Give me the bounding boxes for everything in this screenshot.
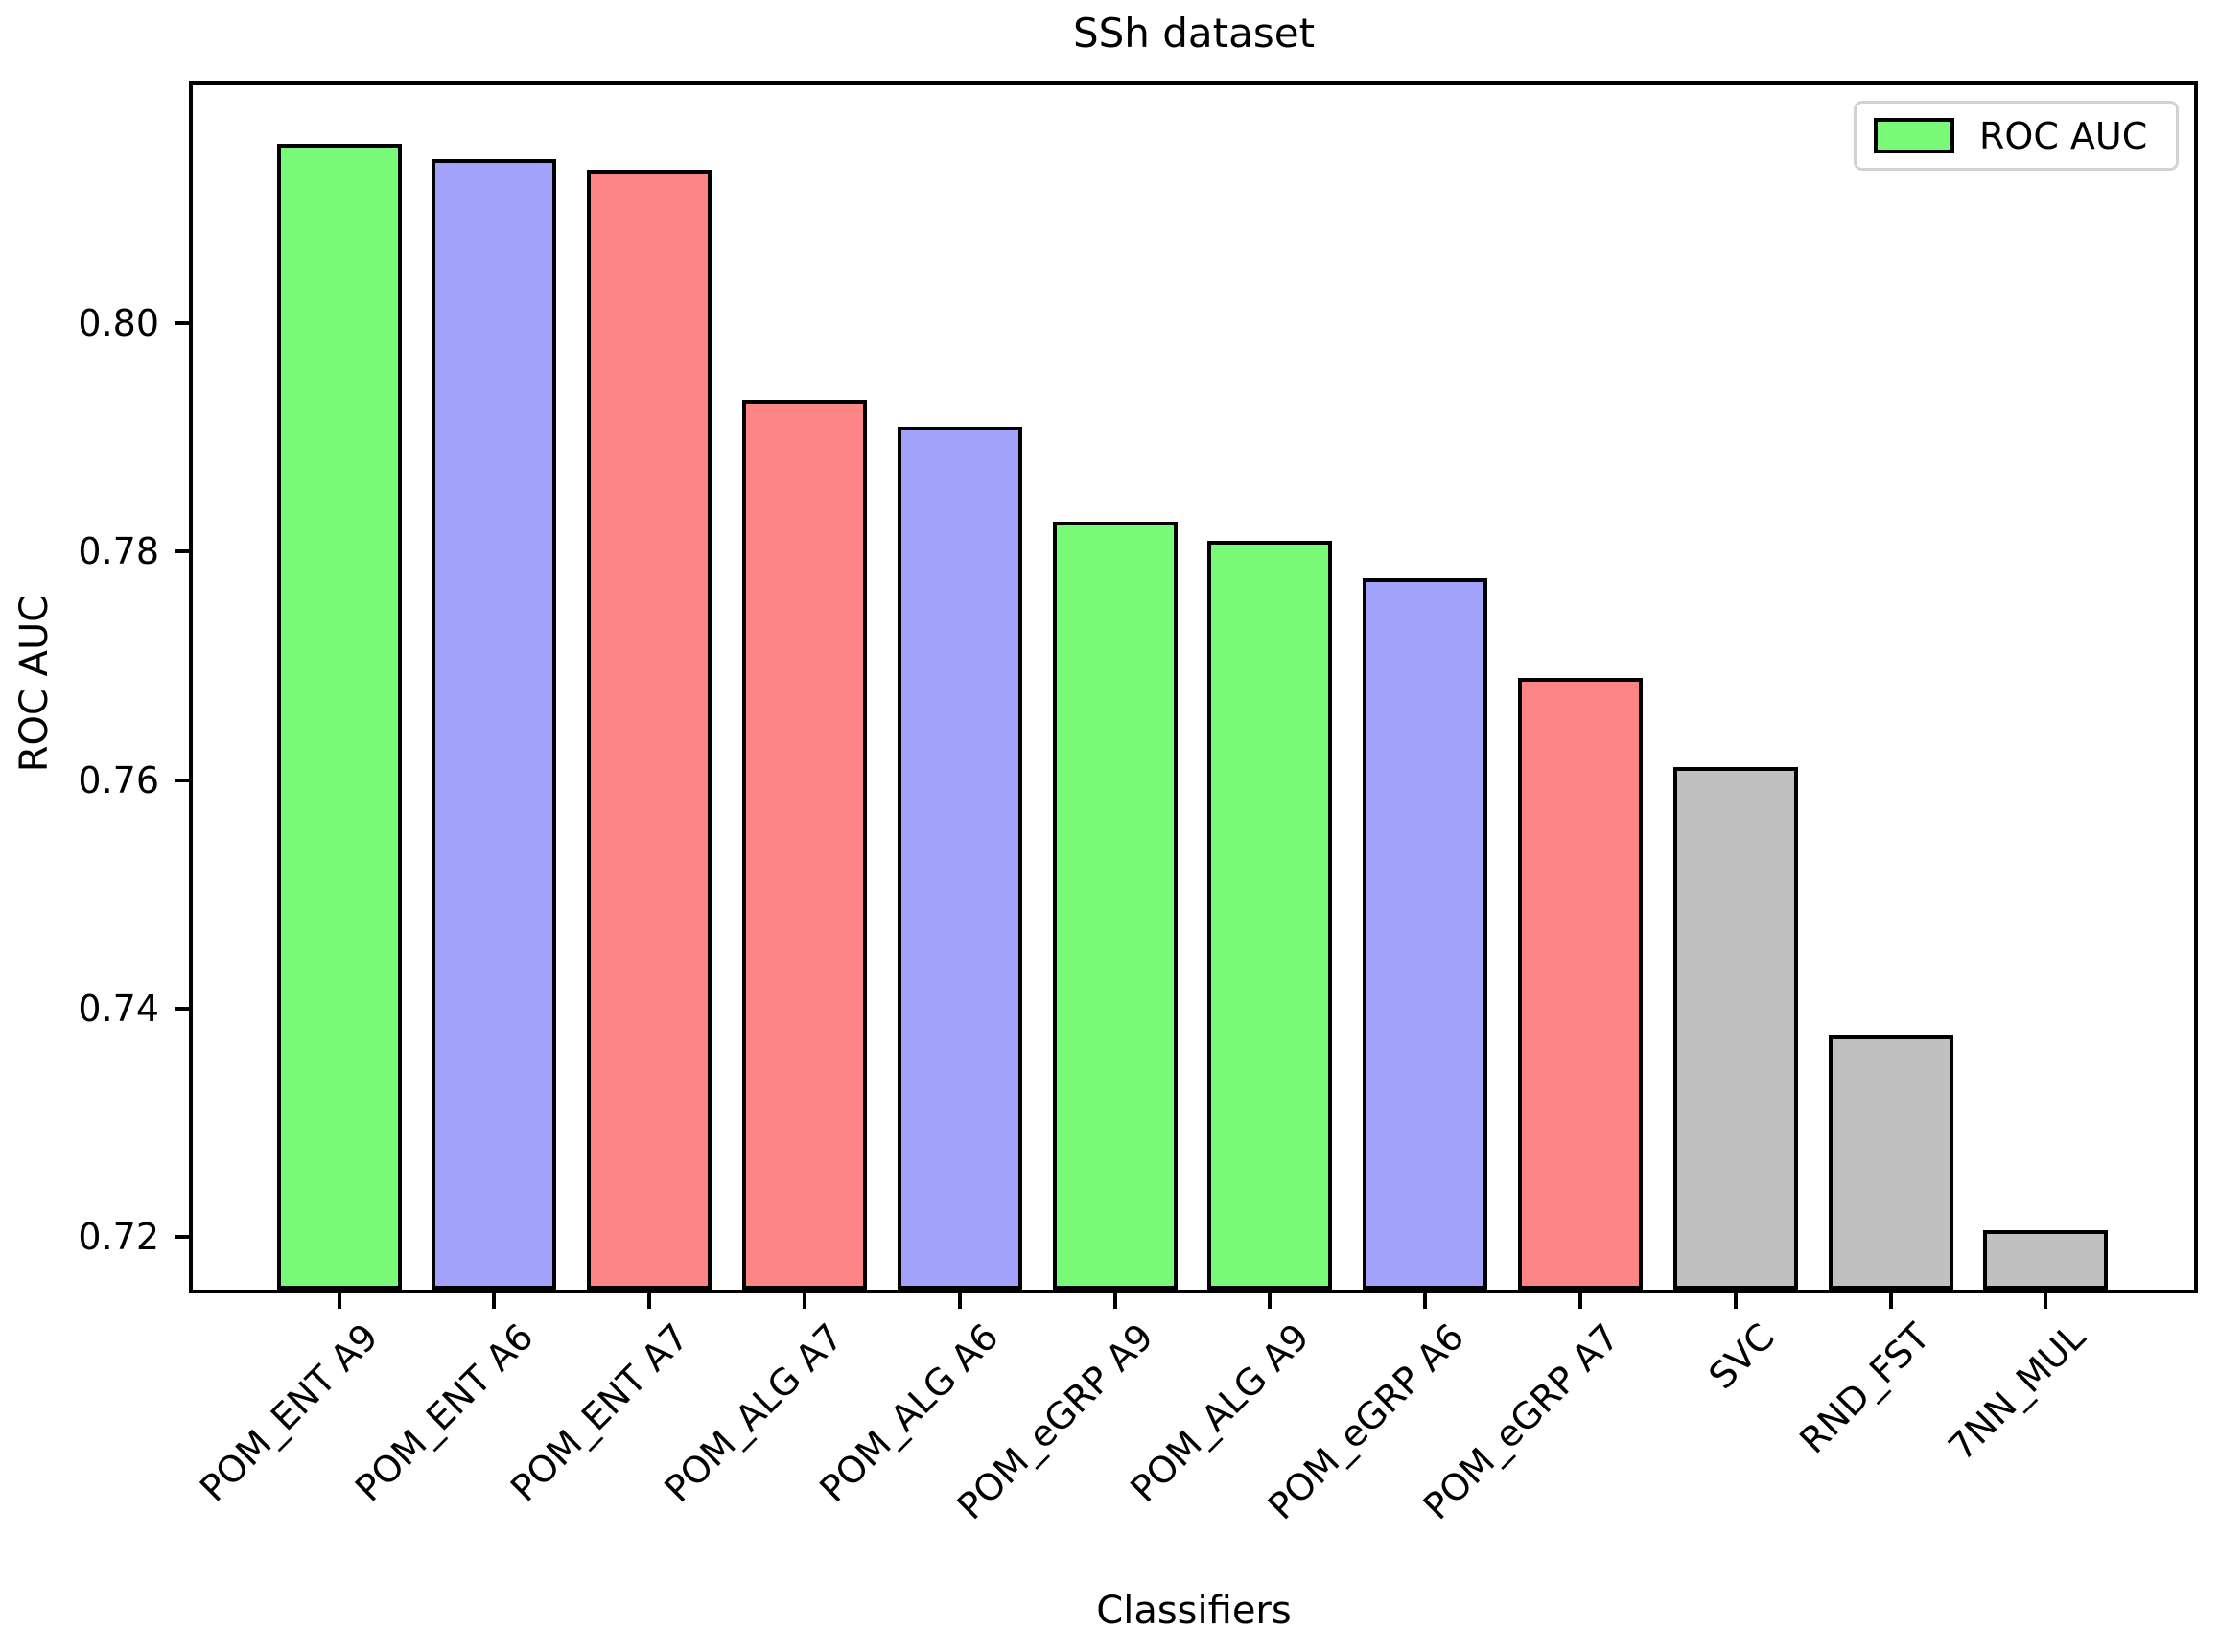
x-tick-mark [1112, 1293, 1117, 1309]
y-tick-mark [175, 549, 189, 554]
x-tick-label: SVC [1700, 1315, 1783, 1398]
legend-swatch [1874, 118, 1954, 153]
y-axis-label: ROC AUC [12, 594, 57, 773]
x-tick-mark [647, 1293, 652, 1309]
bar-pom-alg-a6 [897, 427, 1022, 1290]
plot-area [189, 81, 2198, 1293]
y-tick-mark [175, 1235, 189, 1240]
x-tick-mark [1423, 1293, 1428, 1309]
bar-pom-alg-a9 [1207, 541, 1333, 1290]
y-tick-mark [175, 778, 189, 782]
y-tick-label: 0.78 [78, 530, 159, 573]
bar-pom-ent-a9 [276, 143, 402, 1290]
y-tick-label: 0.74 [78, 987, 159, 1030]
bar-pom-egrp-a6 [1363, 577, 1488, 1290]
legend: ROC AUC [1854, 101, 2179, 171]
x-tick-mark [1268, 1293, 1273, 1309]
bar-pom-alg-a7 [741, 399, 867, 1290]
x-axis-label: Classifiers [1096, 1589, 1292, 1633]
x-tick-mark [2044, 1293, 2048, 1309]
y-tick-label: 0.80 [78, 301, 159, 344]
y-tick-label: 0.76 [78, 758, 159, 802]
x-tick-mark [802, 1293, 806, 1309]
x-tick-label: 7NN_MUL [1939, 1315, 2093, 1469]
y-tick-label: 0.72 [78, 1216, 159, 1259]
y-tick-mark [175, 320, 189, 325]
y-tick-mark [175, 1006, 189, 1011]
bar-rnd-fst [1828, 1035, 1953, 1290]
x-tick-mark [1577, 1293, 1582, 1309]
bar-pom-egrp-a7 [1517, 678, 1643, 1290]
x-tick-mark [337, 1293, 341, 1309]
x-tick-label: RND_FST [1791, 1315, 1938, 1462]
bar-pom-ent-a6 [432, 159, 557, 1290]
legend-label: ROC AUC [1979, 114, 2148, 157]
bar-svc [1672, 767, 1798, 1290]
x-tick-mark [1733, 1293, 1738, 1309]
bar-7nn-mul [1983, 1230, 2109, 1290]
x-tick-mark [492, 1293, 497, 1309]
x-tick-mark [1888, 1293, 1893, 1309]
bar-pom-ent-a7 [587, 170, 712, 1290]
chart-title: SSh dataset [1072, 10, 1316, 57]
x-tick-mark [957, 1293, 962, 1309]
bar-pom-egrp-a9 [1052, 522, 1178, 1290]
